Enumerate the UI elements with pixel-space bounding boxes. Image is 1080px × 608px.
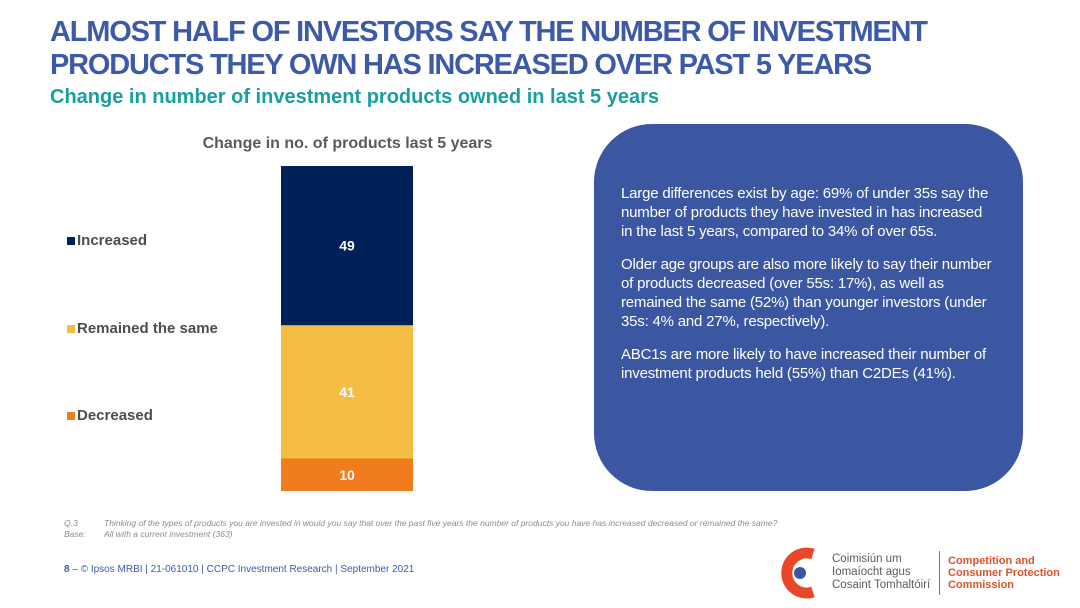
base-text: All with a current investment (363) <box>104 529 233 539</box>
title-line-1: ALMOST HALF OF INVESTORS SAY THE NUMBER … <box>50 16 928 48</box>
legend-item-decreased: Decreased <box>67 407 153 424</box>
bar-segment-increased <box>281 166 413 326</box>
legend-item-increased: Increased <box>67 232 147 249</box>
legend-swatch <box>67 411 75 420</box>
page-subtitle: Change in number of investment products … <box>50 86 660 108</box>
legend-item-remained: Remained the same <box>67 320 218 337</box>
logo-ga-line: Iomaíocht agus <box>832 566 911 578</box>
logo-ga-line: Cosaint Tomhaltóirí <box>832 579 931 591</box>
bar-segment-remained-the-same <box>281 325 413 459</box>
ccpc-logo: Coimisiún um Iomaíocht agus Cosaint Tomh… <box>776 543 1076 603</box>
data-label-remained-the-same: 41 <box>339 384 355 400</box>
base-key: Base: <box>64 529 86 539</box>
logo-irish-name: Coimisiún um Iomaíocht agus Cosaint Tomh… <box>832 553 930 592</box>
ccpc-logo-icon <box>781 547 815 599</box>
logo-divider <box>939 551 940 595</box>
question-key: Q.3 <box>64 518 78 528</box>
page-title: ALMOST HALF OF INVESTORS SAY THE NUMBER … <box>50 16 1050 82</box>
logo-en-line: Consumer Protection <box>948 567 1060 579</box>
base-note: Base: All with a current investment (363… <box>64 529 814 540</box>
logo-en-line: Commission <box>948 579 1015 591</box>
data-label-decreased: 10 <box>339 467 355 483</box>
data-label-increased: 49 <box>339 238 355 254</box>
legend-swatch <box>67 324 75 333</box>
footer: 8 – © Ipsos MRBI | 21-061010 | CCPC Inve… <box>64 564 414 575</box>
legend-swatch <box>67 236 75 245</box>
footer-dash: – <box>72 564 78 575</box>
page-number: 8 <box>64 564 70 575</box>
bar-segment-decreased <box>281 458 413 491</box>
chart-title: Change in no. of products last 5 years <box>202 135 493 152</box>
insight-callout: Large differences exist by age: 69% of u… <box>594 124 1023 491</box>
callout-paragraph: Large differences exist by age: 69% of u… <box>621 185 989 240</box>
question-note: Q.3 Thinking of the types of products yo… <box>64 518 814 529</box>
legend-label: Increased <box>77 232 148 249</box>
logo-english-name: Competition and Consumer Protection Comm… <box>948 555 1060 591</box>
legend-label: Decreased <box>77 407 153 424</box>
logo-ga-line: Coimisiún um <box>832 553 902 565</box>
callout-paragraph: Older age groups are also more likely to… <box>621 256 992 330</box>
legend-label: Remained the same <box>77 320 218 337</box>
callout-paragraph: ABC1s are more likely to have increased … <box>621 346 987 382</box>
footer-text: © Ipsos MRBI | 21-061010 | CCPC Investme… <box>80 564 415 575</box>
title-line-2: PRODUCTS THEY OWN HAS INCREASED OVER PAS… <box>50 49 872 81</box>
question-text: Thinking of the types of products you ar… <box>104 518 778 528</box>
footnote: Q.3 Thinking of the types of products yo… <box>64 518 814 540</box>
logo-en-line: Competition and <box>948 555 1035 567</box>
